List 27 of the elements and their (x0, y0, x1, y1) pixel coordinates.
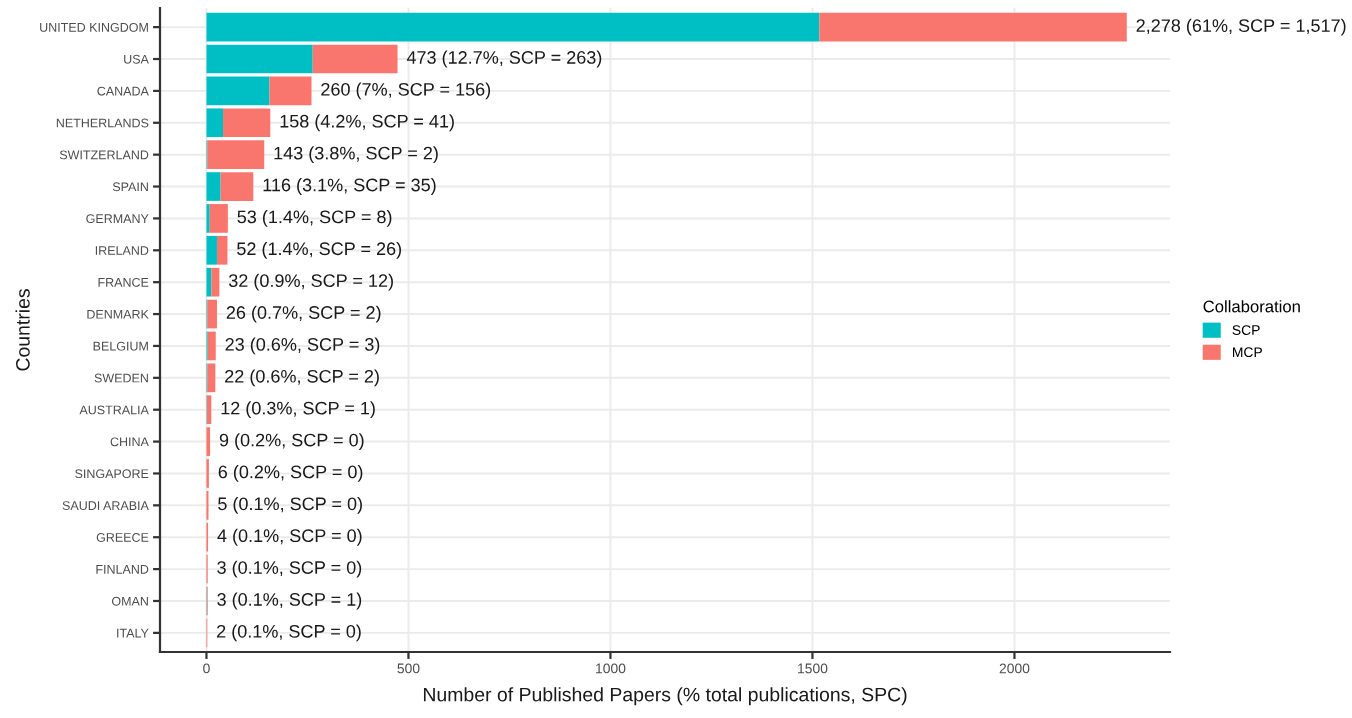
total-label: 260 (7%, SCP = 156) (321, 82, 491, 100)
total-label: 143 (3.8%, SCP = 2) (274, 146, 438, 164)
total-label: 52 (1.4%, SCP = 26) (237, 241, 402, 259)
legend-title: Collaboration (1203, 300, 1300, 313)
total-label: 2,278 (61%, SCP = 1,517) (1136, 18, 1346, 36)
bar (206, 12, 820, 42)
bar (312, 44, 398, 74)
total-label: 32 (0.9%, SCP = 12) (228, 273, 393, 291)
y-axis-title: Countries (15, 289, 30, 371)
total-label: 3 (0.1%, SCP = 0) (217, 560, 362, 578)
total-label: 9 (0.2%, SCP = 0) (219, 433, 364, 450)
total-label: 5 (0.1%, SCP = 0) (218, 496, 362, 514)
total-label: 3 (0.1%, SCP = 1) (217, 592, 362, 610)
x-axis-title: Number of Published Papers (% total publications, SPC) (423, 687, 907, 706)
bar (206, 44, 313, 74)
total-label: 158 (4.2%, SCP = 41) (280, 114, 454, 132)
total-label: 4 (0.1%, SCP = 0) (217, 528, 362, 546)
total-label: 473 (12.7%, SCP = 263) (406, 50, 602, 68)
total-label: 12 (0.3%, SCP = 1) (221, 401, 375, 419)
total-label: 23 (0.6%, SCP = 3) (225, 337, 380, 355)
bar (819, 12, 1127, 42)
total-label: 2 (0.1%, SCP = 0) (217, 624, 361, 642)
total-label: 26 (0.7%, SCP = 2) (226, 305, 381, 323)
total-label: 116 (3.1%, SCP = 35) (263, 178, 436, 195)
total-label: 53 (1.4%, SCP = 8) (237, 210, 392, 227)
total-label: 6 (0.2%, SCP = 0) (218, 465, 363, 482)
total-label: 22 (0.6%, SCP = 2) (225, 369, 379, 387)
